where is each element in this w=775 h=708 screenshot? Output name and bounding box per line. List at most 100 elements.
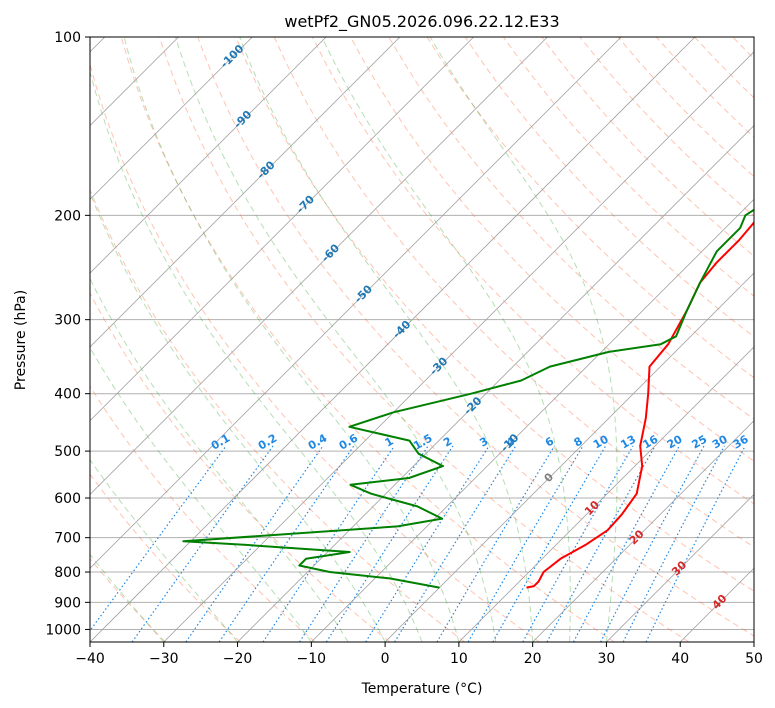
isotherm-line: [753, 641, 754, 642]
isotherm-line: [311, 198, 754, 642]
dry-adiabat: [502, 37, 754, 297]
x-tick-label: 10: [450, 651, 468, 667]
dry-adiabat: [90, 473, 241, 642]
mixing-ratio-line: [394, 445, 517, 642]
isotherm-line: [90, 37, 474, 422]
x-tick-label: −10: [297, 651, 327, 667]
x-tick-label: 50: [745, 651, 763, 667]
mixing-ratio-label: 2: [441, 435, 454, 450]
dry-adiabat: [771, 37, 775, 642]
dry-adiabat: [541, 37, 754, 257]
y-tick-label: 900: [54, 595, 81, 611]
y-axis-label: Pressure (hPa): [13, 290, 29, 390]
isotherm-label: 30: [669, 558, 689, 578]
isotherm-line: [679, 567, 754, 642]
x-axis-ticks: −40 −30 −20 −10 0 10 20 30 40 50: [75, 642, 763, 667]
x-tick-label: −20: [223, 651, 253, 667]
isotherm-label: 10: [582, 498, 602, 518]
isotherm-line: [90, 37, 548, 496]
x-tick-label: 20: [524, 651, 542, 667]
dry-adiabat: [273, 37, 754, 548]
y-tick-label: 1000: [45, 622, 81, 638]
isotherm-line: [458, 346, 754, 642]
isotherm-label: -90: [231, 108, 254, 131]
mixing-ratio-line: [546, 445, 656, 642]
x-tick-label: 30: [598, 651, 616, 667]
dry-adiabat: [120, 37, 615, 642]
moist-adiabat: [321, 37, 571, 642]
moist-adiabat: [175, 37, 497, 642]
x-tick-label: 40: [671, 651, 689, 667]
mixing-ratio-label: 20: [665, 432, 685, 451]
mixing-ratio-line: [572, 445, 680, 642]
y-tick-label: 100: [54, 30, 81, 46]
moist-adiabat: [90, 553, 165, 642]
isotherm-line: [90, 37, 696, 642]
isotherm-label: -60: [319, 241, 342, 264]
moist-adiabat: [90, 346, 312, 642]
moist-adiabat: [429, 37, 618, 642]
moist-adiabat: [90, 458, 238, 642]
mixing-ratio-line: [467, 445, 584, 642]
y-axis-ticks: 100 200 300 400 500 600 700 800 900 1000: [45, 30, 90, 638]
isotherm-label: -80: [254, 158, 277, 181]
dry-adiabat: [464, 37, 754, 338]
y-tick-label: 200: [54, 208, 81, 224]
mixing-ratio-label: 0.1: [209, 432, 232, 453]
mixing-ratio-label: 0.2: [256, 432, 279, 453]
y-tick-label: 800: [54, 565, 81, 581]
dewpoint-profile: [182, 208, 754, 589]
mixing-ratio-label: 8: [572, 435, 585, 450]
dry-adiabat: [159, 37, 690, 642]
isotherm-line: [90, 37, 253, 200]
mixing-ratio-label: 13: [618, 433, 638, 452]
chart-title: wetPf2_GN05.2026.096.22.12.E33: [284, 12, 559, 32]
temperature-profile: [526, 220, 754, 589]
mixing-ratio-label: 3: [477, 435, 490, 450]
x-tick-label: −30: [149, 651, 179, 667]
isotherm-label: -20: [461, 394, 484, 417]
y-tick-label: 600: [54, 491, 81, 507]
isotherms: [90, 37, 754, 642]
dry-adiabat: [426, 37, 754, 379]
mixing-ratio-line: [299, 445, 429, 642]
isotherm-line: [90, 37, 622, 569]
isotherm-line: [532, 420, 754, 642]
mixing-ratio-line: [185, 445, 324, 642]
isotherm-line: [384, 272, 754, 642]
dry-adiabat: [655, 37, 754, 138]
dry-adiabat: [350, 37, 754, 462]
mixing-ratio-lines: [90, 445, 746, 642]
y-tick-label: 500: [54, 444, 81, 460]
pressure-grid: [90, 37, 754, 630]
isotherm-line: [90, 37, 327, 274]
dry-adiabat: [90, 188, 465, 642]
x-axis-label: Temperature (°C): [361, 681, 483, 697]
mixing-ratio-label: 10: [591, 432, 611, 451]
y-tick-label: 400: [54, 387, 81, 403]
isotherm-label: 40: [710, 592, 730, 612]
dry-adiabats: [90, 37, 775, 642]
isotherm-line: [163, 51, 754, 642]
moist-adiabat: [90, 277, 349, 642]
isotherm-label: -30: [427, 354, 450, 377]
mixing-ratio-line: [325, 445, 454, 642]
mixing-ratio-line: [645, 445, 746, 642]
dry-adiabat: [235, 37, 754, 592]
x-tick-label: −40: [75, 651, 105, 667]
moist-adiabat: [90, 69, 423, 642]
isotherm-label: -50: [352, 282, 375, 305]
mixing-ratio-line: [622, 445, 726, 642]
mixing-ratio-line: [90, 445, 227, 632]
isotherm-line: [90, 37, 401, 348]
moist-adiabat: [90, 191, 386, 642]
mixing-ratio-label: 0.4: [306, 431, 330, 452]
plot-frame: [89, 36, 755, 643]
y-tick-label: 700: [54, 531, 81, 547]
mixing-ratio-line: [218, 445, 355, 642]
mixing-ratio-line: [522, 445, 634, 642]
mixing-ratio-line: [600, 445, 705, 642]
mixing-ratio-line: [262, 445, 395, 642]
